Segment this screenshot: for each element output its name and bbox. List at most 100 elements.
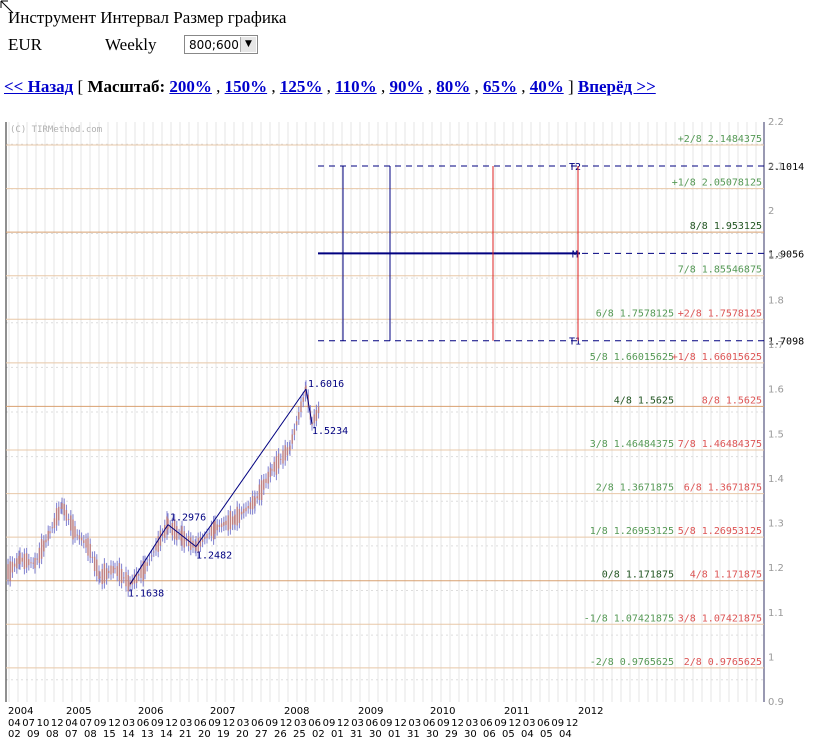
x-tick-month: 06	[251, 718, 264, 729]
candle-body	[280, 458, 282, 460]
x-tick-month: 03	[523, 718, 536, 729]
scale-150-link[interactable]: 150%	[224, 77, 268, 96]
x-tick-month: 06	[194, 718, 207, 729]
candle-body	[120, 569, 123, 584]
chart-size-select[interactable]: 800;600 ▼	[184, 35, 258, 54]
candle-body	[133, 574, 136, 584]
candle-body	[21, 557, 23, 562]
candle-body	[63, 503, 65, 516]
x-tick-month: 09	[551, 718, 564, 729]
candle-body	[45, 539, 47, 543]
x-tick-day: 08	[84, 729, 97, 738]
scale-200-link[interactable]: 200%	[169, 77, 212, 96]
y-tick-label: 1	[768, 652, 774, 663]
x-year-label: 2010	[430, 706, 455, 717]
scale-125-link[interactable]: 125%	[279, 77, 323, 96]
scale-40-link[interactable]: 40%	[529, 77, 564, 96]
x-tick-day: 19	[217, 729, 230, 738]
x-tick-day: 09	[27, 729, 40, 738]
instrument-value: EUR	[8, 35, 42, 54]
back-link[interactable]: << Назад	[4, 77, 74, 96]
x-tick-day: 02	[8, 729, 21, 738]
y-tick-label: 1.9	[768, 251, 784, 262]
candle-body	[269, 467, 272, 478]
candle-body	[142, 561, 144, 582]
x-tick-day: 01	[331, 729, 344, 738]
level-label: 8/8 1.953125	[690, 221, 762, 232]
candle-body	[118, 563, 121, 581]
candle-body	[293, 428, 296, 435]
tool-label: Инструмент Интервал Размер графика	[8, 8, 287, 27]
x-tick-month: 09	[94, 718, 107, 729]
x-tick-day: 20	[236, 729, 249, 738]
x-tick-day: 27	[255, 729, 268, 738]
x-tick-day: 05	[502, 729, 515, 738]
candle-body	[171, 523, 174, 536]
level-label: +2/8 2.1484375	[678, 134, 762, 145]
chevron-down-icon[interactable]: ▼	[240, 37, 256, 52]
zigzag-line	[195, 388, 307, 547]
x-tick-month: 07	[22, 718, 35, 729]
x-year-label: 2008	[284, 706, 309, 717]
candle-body	[210, 526, 213, 536]
candle-body	[302, 397, 304, 402]
interval-value: Weekly	[105, 35, 157, 54]
x-tick-month: 03	[294, 718, 307, 729]
candle-body	[40, 538, 43, 559]
scale-65-link[interactable]: 65%	[482, 77, 517, 96]
x-tick-month: 03	[237, 718, 250, 729]
x-tick-day: 13	[141, 729, 154, 738]
x-year-label: 2007	[210, 706, 235, 717]
x-tick-month: 12	[509, 718, 522, 729]
x-tick-month: 12	[108, 718, 121, 729]
price-point-label: 1.5234	[312, 426, 348, 437]
target-value: 2.1014	[768, 162, 804, 173]
candle-body	[87, 538, 89, 556]
scale-110-link[interactable]: 110%	[335, 77, 377, 96]
forward-link[interactable]: Вперёд >>	[577, 77, 656, 96]
x-tick-day: 15	[103, 729, 116, 738]
candle-body	[9, 561, 11, 582]
watermark: (C) TIRMethod.com	[10, 125, 102, 135]
candle-body	[144, 560, 146, 574]
level-label-secondary: 4/8 1.171875	[690, 570, 762, 581]
scale-80-link[interactable]: 80%	[436, 77, 471, 96]
x-year-label: 2012	[578, 706, 603, 717]
y-tick-label: 1.6	[768, 385, 784, 396]
candle-body	[101, 569, 103, 585]
candle-body	[185, 538, 188, 542]
candle-body	[249, 502, 252, 510]
x-tick-month: 09	[323, 718, 336, 729]
x-tick-day: 06	[483, 729, 496, 738]
candle-body	[298, 412, 300, 420]
y-tick-label: 0.9	[768, 697, 784, 708]
x-tick-month: 12	[394, 718, 407, 729]
level-label-secondary: 8/8 1.5625	[702, 395, 762, 406]
candle-body	[180, 530, 182, 541]
target-name: T2	[569, 162, 581, 173]
scale-90-link[interactable]: 90%	[389, 77, 424, 96]
target-value: 1.7098	[768, 337, 804, 348]
candle-body	[277, 453, 280, 469]
level-label-secondary: +2/8 1.7578125	[678, 308, 762, 319]
candle-body	[153, 551, 155, 553]
candle-body	[138, 573, 140, 576]
x-tick-day: 21	[179, 729, 192, 738]
candle-body	[225, 520, 227, 525]
candle-body	[254, 497, 256, 506]
candle-body	[256, 496, 258, 499]
zigzag-line	[305, 388, 313, 424]
candle-body	[273, 461, 275, 472]
candle-body	[91, 556, 94, 558]
candle-body	[315, 410, 318, 421]
candle-body	[140, 565, 142, 578]
x-tick-month: 03	[122, 718, 135, 729]
y-tick-label: 1.4	[768, 474, 784, 485]
candle-body	[229, 510, 232, 530]
x-tick-day: 14	[160, 729, 173, 738]
candle-body	[238, 508, 241, 523]
x-tick-month: 04	[65, 718, 78, 729]
x-tick-month: 06	[137, 718, 150, 729]
candle-body	[263, 479, 265, 490]
x-year-label: 2009	[358, 706, 383, 717]
